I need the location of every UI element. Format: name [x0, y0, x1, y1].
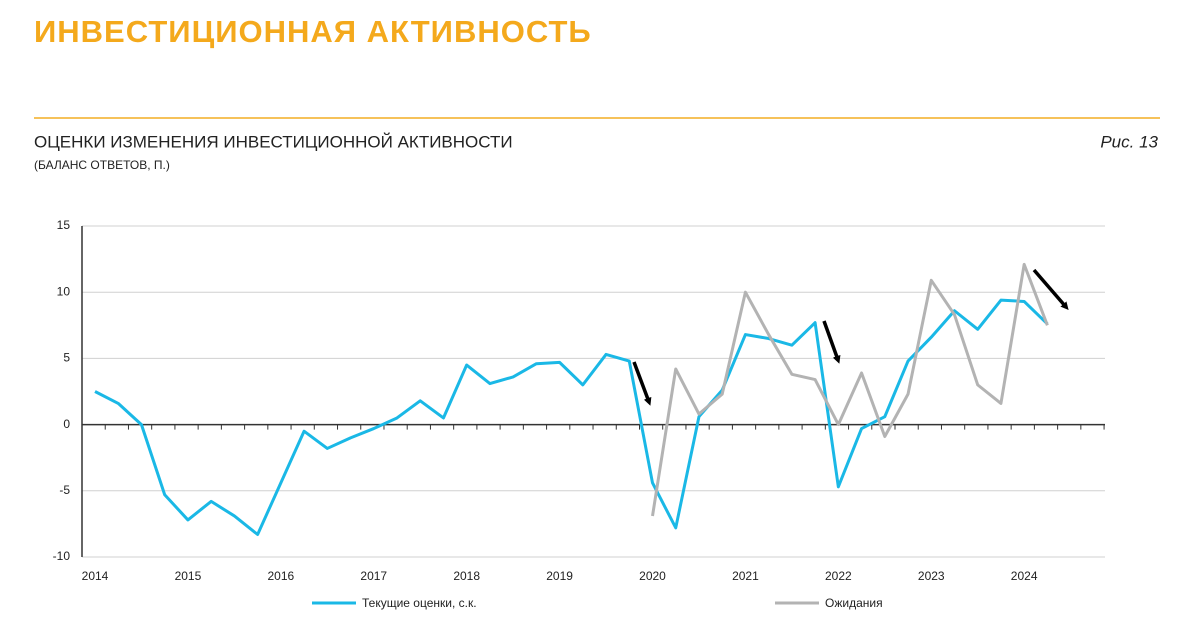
figure-label: Рис. 13: [1100, 132, 1158, 151]
y-tick-label: 0: [63, 417, 70, 431]
x-tick-label: 2017: [360, 569, 387, 583]
x-tick-label: 2020: [639, 569, 666, 583]
x-tick-label: 2018: [453, 569, 480, 583]
y-tick-label: 10: [57, 284, 71, 298]
page-title: ИНВЕСТИЦИОННАЯ АКТИВНОСТЬ: [34, 14, 592, 49]
y-tick-label: 5: [63, 351, 70, 365]
y-tick-label: -5: [59, 483, 70, 497]
legend-label: Ожидания: [825, 596, 883, 610]
x-tick-label: 2014: [82, 569, 109, 583]
x-tick-label: 2016: [267, 569, 294, 583]
y-tick-label: -10: [53, 549, 71, 563]
series-line: [651, 262, 1049, 517]
x-tick-label: 2019: [546, 569, 573, 583]
x-tick-label: 2021: [732, 569, 759, 583]
y-tick-label: 15: [57, 218, 71, 232]
arrows: [632, 268, 1069, 406]
x-tick-label: 2015: [175, 569, 202, 583]
series-line: [94, 298, 1049, 536]
legend-label: Текущие оценки, с.к.: [362, 596, 477, 610]
x-tick-label: 2023: [918, 569, 945, 583]
chart-title: ОЦЕНКИ ИЗМЕНЕНИЯ ИНВЕСТИЦИОННОЙ АКТИВНОС…: [34, 132, 513, 151]
x-tick-label: 2024: [1011, 569, 1038, 583]
chart-subtitle: (БАЛАНС ОТВЕТОВ, П.): [34, 158, 170, 172]
x-tick-label: 2022: [825, 569, 852, 583]
